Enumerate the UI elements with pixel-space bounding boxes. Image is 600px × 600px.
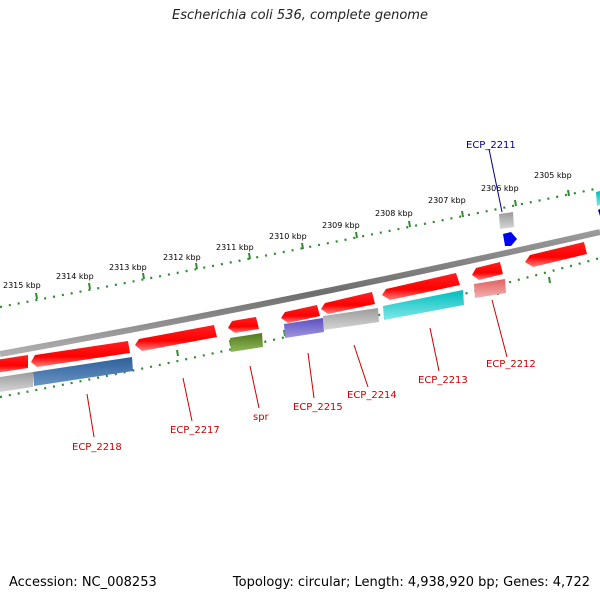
gene-arrow-ecp-2214[interactable] — [321, 292, 375, 314]
gene-label-ecp-2211[interactable]: ECP_2211 — [466, 140, 516, 151]
kbp-tick-label-2306: 2306 kbp — [481, 184, 519, 193]
gene-arrow-ecp-2212[interactable] — [472, 262, 503, 280]
gene-arrow-ecp-2217[interactable] — [31, 341, 130, 367]
genome-summary: Topology: circular; Length: 4,938,920 bp… — [232, 575, 590, 590]
feature-block-spr[interactable] — [230, 333, 263, 352]
gene-arrow-ecp-2216[interactable] — [228, 317, 259, 333]
gene-arrow-ecp-2211[interactable] — [503, 232, 517, 246]
gene-arrow-ecp-2213[interactable] — [382, 273, 460, 300]
gene-label-spr[interactable]: spr — [253, 412, 270, 423]
feature-block-ecp-2213[interactable] — [383, 290, 464, 320]
feature-block-right-edge[interactable] — [596, 191, 600, 206]
feature-block-ecp-2215[interactable] — [284, 318, 324, 338]
gene-label-ecp-2213[interactable]: ECP_2213 — [418, 375, 468, 386]
feature-block-ecp-2214[interactable] — [323, 308, 379, 330]
feature-block-gray-left[interactable] — [0, 372, 33, 392]
gene-label-ecp-2215[interactable]: ECP_2215 — [293, 402, 343, 413]
kbp-tick-label-2315: 2315 kbp — [3, 281, 41, 290]
gene-label-ecp-2217[interactable]: ECP_2217 — [170, 425, 220, 436]
accession-text: Accession: NC_008253 — [9, 575, 157, 590]
kbp-tick-label-2305: 2305 kbp — [534, 171, 572, 180]
gene-label-ecp-2214[interactable]: ECP_2214 — [347, 390, 397, 401]
feature-block-ecp-2211[interactable] — [499, 212, 514, 229]
gene-label-ecp-2218[interactable]: ECP_2218 — [72, 442, 122, 453]
gene-arrow-spr[interactable] — [135, 325, 217, 351]
kbp-tick-label-2307: 2307 kbp — [428, 196, 466, 205]
map-title: Escherichia coli 536, complete genome — [172, 8, 428, 23]
gene-arrow-ecp-2215[interactable] — [281, 305, 320, 323]
kbp-tick-label-2314: 2314 kbp — [56, 272, 94, 281]
kbp-tick-label-2308: 2308 kbp — [375, 209, 413, 218]
kbp-tick-label-2313: 2313 kbp — [109, 263, 147, 272]
gene-arrow-ecp-2210[interactable] — [525, 242, 587, 267]
gene-label-ecp-2212[interactable]: ECP_2212 — [486, 359, 536, 370]
kbp-tick-label-2312: 2312 kbp — [163, 253, 201, 262]
outer-tick-track — [0, 186, 600, 309]
kbp-tick-label-2310: 2310 kbp — [269, 232, 307, 241]
feature-block-ecp-2212[interactable] — [474, 279, 506, 298]
genome-backbone — [0, 229, 600, 357]
leader-lines — [86, 148, 508, 438]
kbp-tick-label-2309: 2309 kbp — [322, 221, 360, 230]
outer-major-ticks — [35, 189, 570, 300]
kbp-tick-label-2311: 2311 kbp — [216, 243, 254, 252]
feature-block-ecp-2218[interactable] — [33, 357, 133, 386]
gene-arrow-ecp-2218[interactable] — [0, 355, 28, 373]
